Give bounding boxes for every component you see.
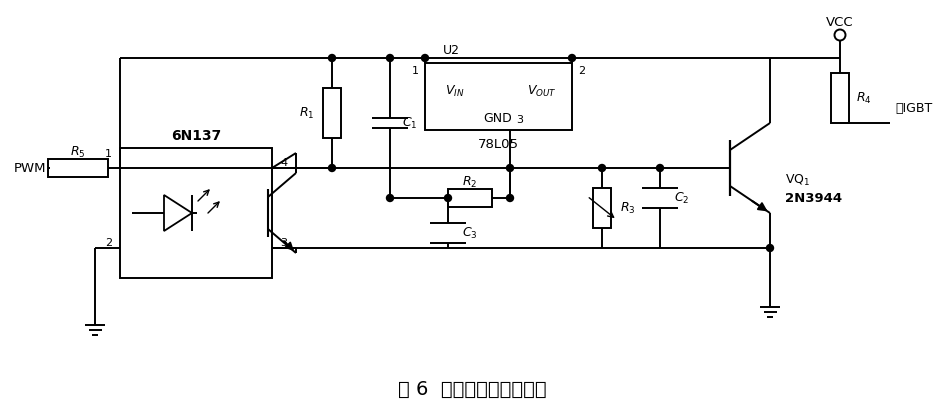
Bar [425, 63, 572, 130]
Text: 4: 4 [280, 158, 287, 168]
Text: 78L05: 78L05 [478, 139, 518, 151]
Circle shape [834, 29, 846, 40]
Bar [323, 88, 341, 138]
Text: 1: 1 [105, 149, 112, 159]
Text: 2: 2 [578, 66, 585, 76]
Text: VCC: VCC [826, 16, 853, 29]
Text: 2N3944: 2N3944 [785, 191, 842, 204]
Circle shape [507, 164, 514, 171]
Circle shape [329, 54, 335, 61]
Circle shape [656, 164, 664, 171]
Circle shape [329, 164, 335, 171]
Text: $R_1$: $R_1$ [298, 106, 314, 121]
Text: $C_3$: $C_3$ [463, 225, 478, 240]
Circle shape [767, 245, 773, 252]
Bar [593, 188, 611, 228]
Bar [48, 159, 108, 177]
Text: 6N137: 6N137 [171, 129, 221, 143]
Bar [448, 189, 492, 207]
Text: $R_5$: $R_5$ [70, 144, 86, 160]
Text: U2: U2 [443, 45, 460, 58]
Text: $R_3$: $R_3$ [620, 200, 635, 216]
Circle shape [386, 195, 394, 202]
Text: $R_2$: $R_2$ [463, 175, 478, 189]
Circle shape [568, 54, 576, 61]
Text: $C_1$: $C_1$ [402, 115, 418, 130]
Circle shape [422, 54, 429, 61]
Bar [120, 148, 272, 278]
Circle shape [598, 164, 605, 171]
Text: $V_{OUT}$: $V_{OUT}$ [527, 83, 557, 99]
Text: PWM: PWM [14, 162, 46, 175]
Text: VQ$_1$: VQ$_1$ [785, 173, 810, 188]
Text: 1: 1 [412, 66, 419, 76]
Text: 图 6  光电隔离的驱动回路: 图 6 光电隔离的驱动回路 [397, 380, 547, 398]
Text: $V_{IN}$: $V_{IN}$ [446, 83, 464, 99]
Text: 去IGBT: 去IGBT [895, 103, 933, 115]
Text: 2: 2 [105, 238, 112, 248]
Circle shape [445, 195, 451, 202]
Text: $C_2$: $C_2$ [674, 191, 690, 206]
Circle shape [507, 195, 514, 202]
Polygon shape [164, 195, 192, 231]
Text: 3: 3 [516, 115, 523, 125]
Text: 3: 3 [280, 238, 287, 248]
Text: GND: GND [483, 112, 513, 124]
Bar [831, 73, 849, 123]
Circle shape [386, 54, 394, 61]
Text: $R_4$: $R_4$ [856, 90, 871, 106]
